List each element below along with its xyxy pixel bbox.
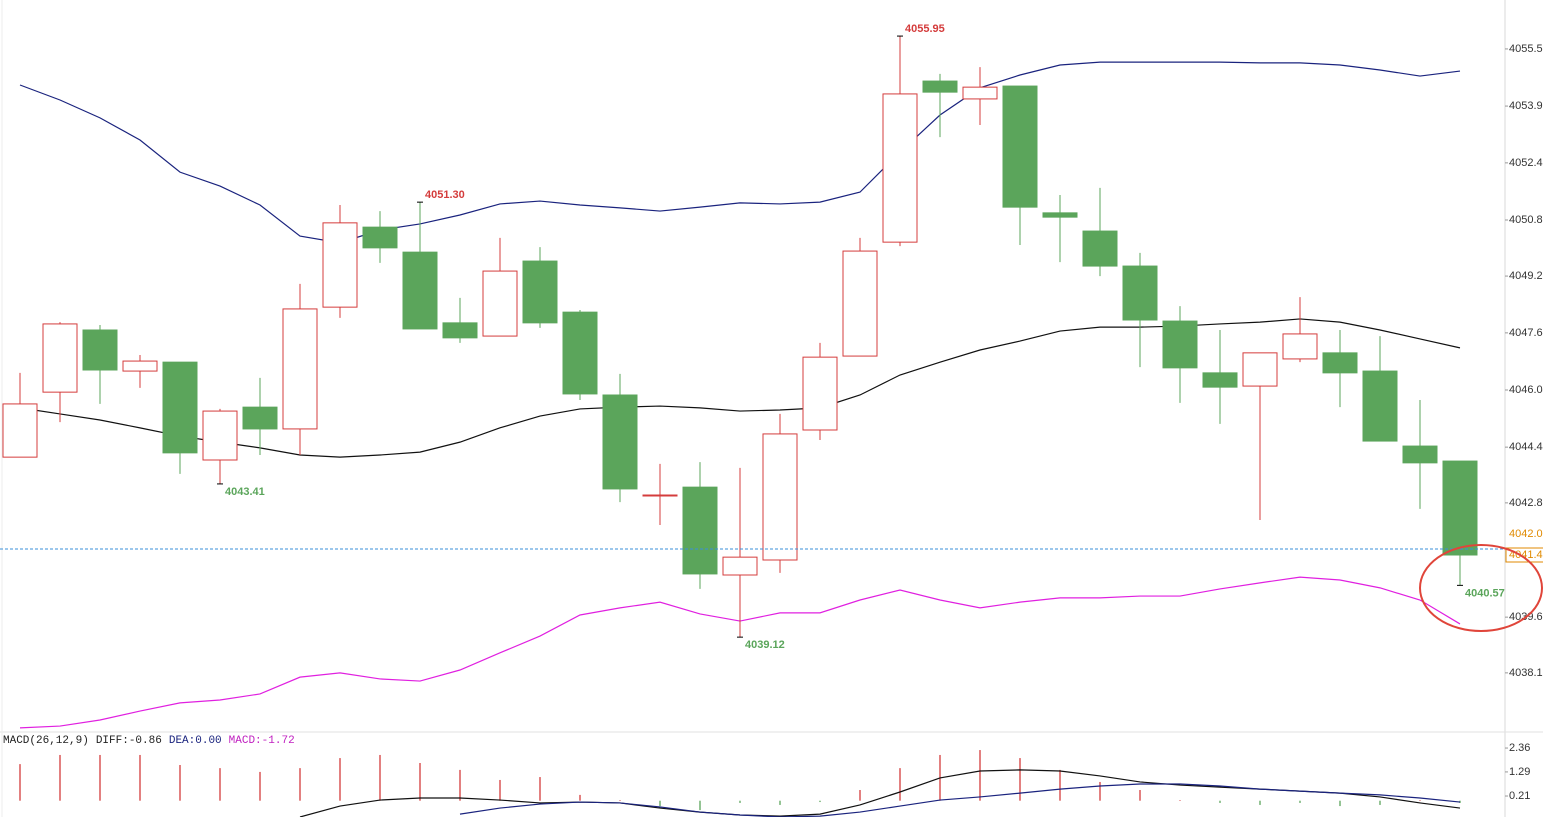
candle-body (562, 311, 598, 395)
legend-entry: DEA:0.00 (169, 735, 222, 747)
candle-body (722, 556, 758, 576)
candle-body (362, 226, 398, 249)
candle-body (282, 308, 318, 430)
candle-body (1322, 352, 1358, 374)
candle-body (1442, 460, 1478, 556)
indicator-line (299, 769, 1461, 817)
candle-body (1162, 320, 1198, 369)
candle-body (442, 322, 478, 339)
candle-body (1202, 372, 1238, 388)
candle-body (482, 270, 518, 337)
candle-body (1082, 230, 1118, 267)
legend-entry: MACD(26,12,9) (3, 735, 89, 747)
price-axis: 4055.59 4053.99 4052.4 4050.8 4049.23 4047.64… (1505, 43, 1543, 679)
y-tick-label: 4053.99 (1509, 100, 1543, 112)
candle-body (202, 410, 238, 461)
indicator-line (19, 61, 1461, 244)
candle-body (842, 250, 878, 357)
y-tick-label: 2.36 (1509, 742, 1530, 754)
extreme-label: 4039.12 (745, 639, 785, 651)
y-tick-label: 4052.4 (1509, 157, 1543, 169)
macd-axis: 2.36 1.29 0.21 (1505, 742, 1530, 802)
candle-body (1122, 265, 1158, 321)
y-tick-label: 4042.88 (1509, 497, 1543, 509)
candle-body (682, 486, 718, 575)
candle-body (122, 360, 158, 372)
y-tick-label: 0.21 (1509, 790, 1530, 802)
y-tick-label: 4038.12 (1509, 667, 1543, 679)
y-tick-label: 4047.64 (1509, 327, 1543, 339)
extreme-label: 4051.30 (425, 189, 465, 201)
marker-price-label: 4042.01 (1509, 528, 1543, 540)
highlight-circle (1419, 544, 1543, 632)
y-tick-label: 4055.59 (1509, 43, 1543, 55)
candle-body (1402, 445, 1438, 464)
macd-legend: MACD(26,12,9) DIFF:-0.86 DEA:0.00 MACD:-1.7… (3, 735, 295, 747)
candle-body (2, 403, 38, 458)
candle-body (522, 260, 558, 324)
extreme-label: 4055.95 (905, 23, 945, 35)
candle-body (962, 86, 998, 100)
y-tick-label: 4044.44 (1509, 441, 1543, 453)
candle-body (1002, 85, 1038, 208)
candle-body (1242, 352, 1278, 387)
last-price-label: 4041.42 (1509, 549, 1543, 561)
extreme-label: 4043.41 (225, 486, 265, 498)
y-tick-label: 4049.23 (1509, 270, 1543, 282)
candle-body (1042, 212, 1078, 218)
candle-body (1362, 370, 1398, 442)
candle-body (1282, 333, 1318, 360)
y-tick-label: 4046.04 (1509, 384, 1543, 396)
extreme-label: 4040.57 (1465, 587, 1505, 599)
macd-panel (19, 750, 1461, 817)
candle-body (162, 361, 198, 454)
legend-entry: MACD:-1.72 (229, 735, 295, 747)
candle-body (602, 394, 638, 490)
candle-body (802, 356, 838, 431)
candle-body (402, 251, 438, 330)
y-tick-label: 1.29 (1509, 766, 1530, 778)
candle-body (242, 406, 278, 430)
legend-entry: DIFF:-0.86 (96, 735, 162, 747)
candle-body (42, 323, 78, 393)
candle-body (882, 93, 918, 243)
y-tick-label: 4050.8 (1509, 214, 1543, 226)
price-panel: 4055.95 4051.30 4043.41 4039.12 4040.57 (0, 23, 1505, 729)
candle-body (642, 494, 678, 497)
candle-body (762, 433, 798, 561)
candle-body (322, 222, 358, 308)
candle-body (922, 80, 958, 93)
candle-body (82, 329, 118, 371)
indicator-line (459, 783, 1461, 817)
